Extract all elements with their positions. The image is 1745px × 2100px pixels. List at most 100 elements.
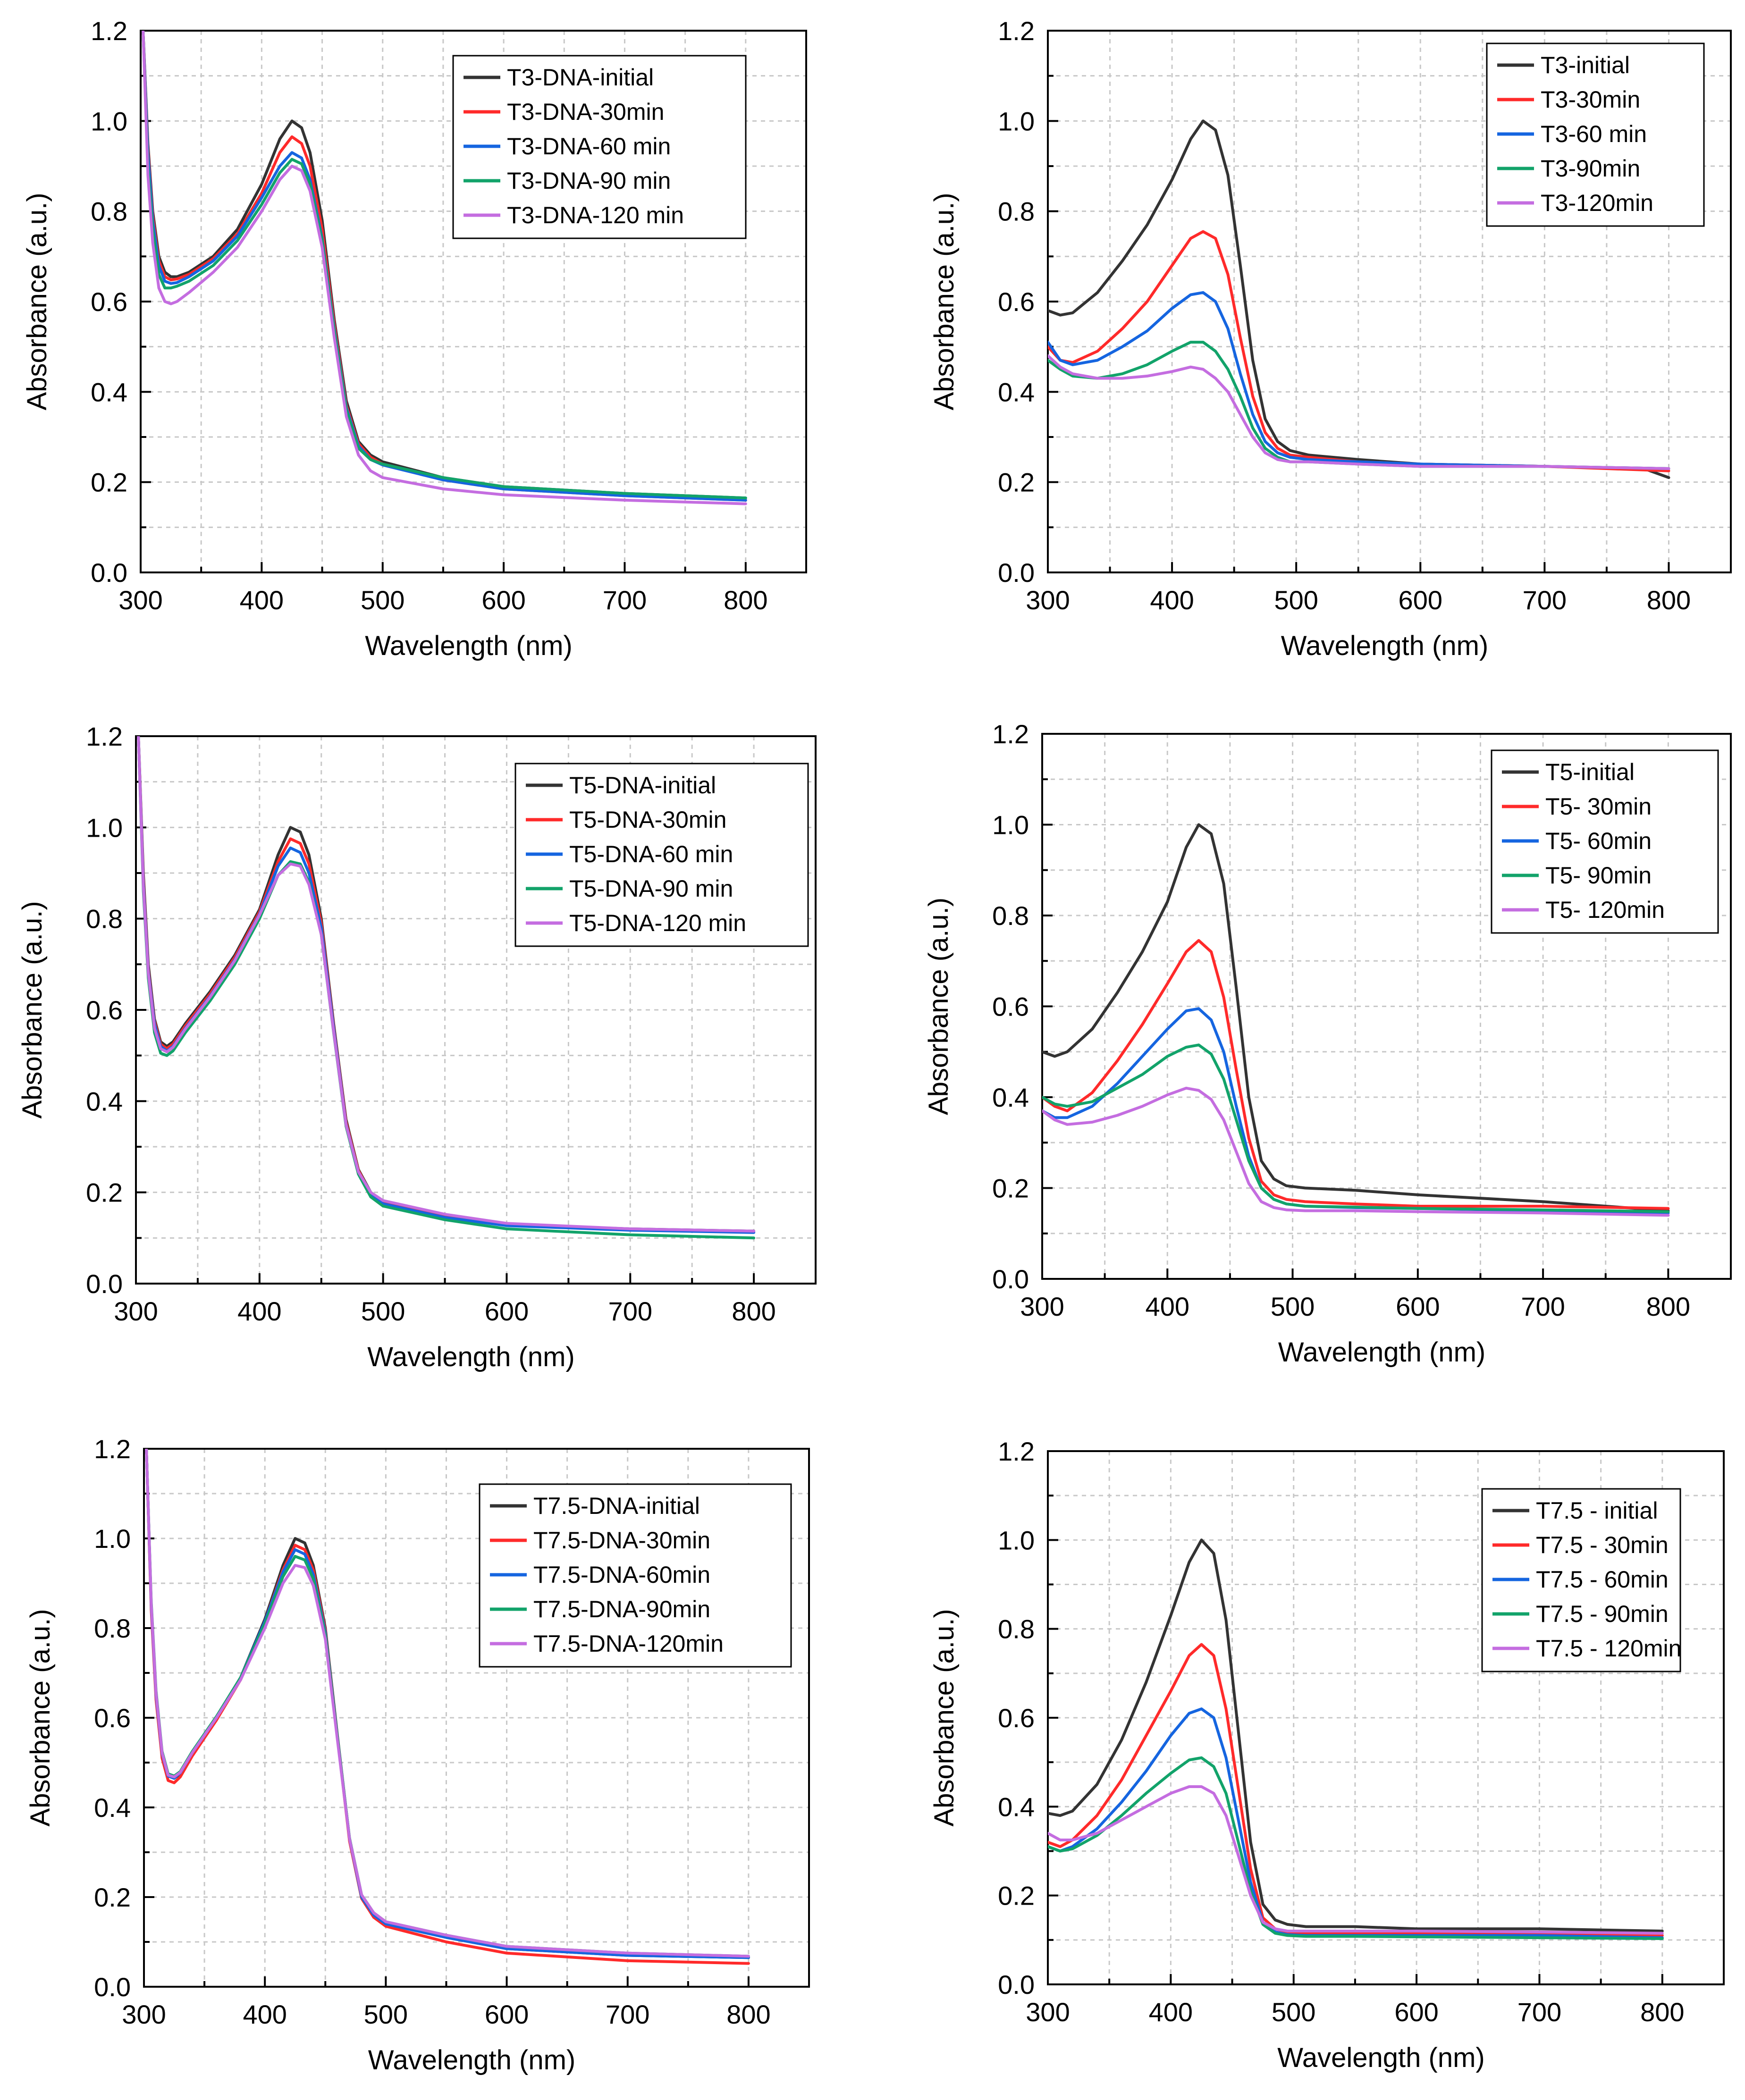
legend-label: T7.5-DNA-30min — [533, 1527, 710, 1554]
x-tick-label: 800 — [1646, 1292, 1690, 1321]
y-tick-label: 0.6 — [86, 995, 123, 1025]
legend-label: T3-120min — [1541, 190, 1653, 216]
chart-panel-3: 300 400 500 600 700 800 0.0 0.2 0.4 0.6 0.8 1.0 1.2 W… — [17, 722, 817, 1372]
legend-label: T7.5 - initial — [1536, 1497, 1658, 1524]
legend-label: T5-initial — [1545, 759, 1635, 785]
legend-label: T7.5-DNA-90min — [533, 1596, 710, 1622]
y-tick-label: 1.2 — [992, 719, 1029, 749]
legend-label: T5-DNA-30min — [569, 806, 726, 833]
y-tick-label: 0.4 — [94, 1793, 131, 1823]
legend-label: T7.5-DNA-120min — [533, 1630, 724, 1657]
x-tick-label: 800 — [1647, 585, 1691, 615]
y-tick-label: 0.8 — [998, 197, 1035, 227]
legend-label: T5-DNA-60 min — [569, 841, 733, 867]
x-tick-label: 800 — [1640, 1997, 1684, 2027]
x-tick-label: 600 — [485, 1296, 529, 1326]
x-axis-title: Wavelength (nm) — [1281, 630, 1488, 661]
x-tick-label: 700 — [608, 1296, 652, 1326]
y-tick-label: 0.4 — [91, 377, 127, 407]
chart-panel-4: 300 400 500 600 700 800 0.0 0.2 0.4 0.6 0.8 1.0 1.2 W… — [923, 719, 1732, 1368]
y-tick-label: 0.0 — [998, 1970, 1035, 1999]
legend-label: T5- 60min — [1545, 828, 1652, 854]
series-line-3 — [1048, 291, 1670, 470]
series-line-2 — [145, 1449, 750, 1965]
y-tick-label: 1.2 — [998, 1436, 1035, 1466]
x-tick-label: 400 — [237, 1296, 281, 1326]
y-tick-label: 0.8 — [86, 904, 123, 934]
x-tick-label: 400 — [1149, 1997, 1193, 2027]
y-axis-title: Absorbance (a.u.) — [923, 898, 954, 1115]
y-tick-label: 1.0 — [992, 810, 1029, 840]
y-tick-label: 0.0 — [86, 1269, 123, 1299]
legend-label: T5-DNA-90 min — [569, 875, 733, 902]
x-tick-label: 600 — [485, 1999, 529, 2029]
y-axis-title: Absorbance (a.u.) — [25, 1609, 56, 1826]
chart-panel-6: 300 400 500 600 700 800 0.0 0.2 0.4 0.6 0.8 1.0 1.2 W… — [929, 1436, 1725, 2073]
series-line-5 — [137, 736, 756, 1233]
x-tick-label: 800 — [726, 1999, 770, 2029]
y-tick-label: 0.4 — [998, 1792, 1035, 1822]
x-axis-title: Wavelength (nm) — [1277, 2042, 1484, 2073]
legend-label: T5- 120min — [1545, 897, 1665, 923]
legend-label: T7.5-DNA-60min — [533, 1562, 710, 1588]
y-tick-label: 0.2 — [998, 1881, 1035, 1911]
x-tick-label: 300 — [114, 1296, 158, 1326]
legend-label: T5- 90min — [1545, 862, 1652, 889]
legend: T3-DNA-initial T3-DNA-30min T3-DNA-60 min T… — [452, 55, 747, 239]
x-tick-label: 400 — [240, 585, 284, 615]
y-tick-label: 1.0 — [91, 106, 127, 136]
x-tick-label: 600 — [1394, 1997, 1438, 2027]
y-axis-title: Absorbance (a.u.) — [929, 193, 960, 410]
x-axis-title: Wavelength (nm) — [367, 1342, 574, 1372]
series-line-4 — [137, 736, 756, 1240]
x-tick-label: 600 — [481, 585, 525, 615]
x-axis-title: Wavelength (nm) — [1278, 1337, 1485, 1368]
series-line-1 — [1048, 1538, 1664, 1932]
legend-label: T7.5 - 120min — [1536, 1635, 1681, 1662]
x-tick-label: 700 — [1523, 585, 1567, 615]
legend-box — [452, 55, 747, 239]
x-tick-label: 500 — [1271, 1292, 1315, 1321]
x-tick-label: 800 — [724, 585, 767, 615]
series-line-5 — [142, 31, 747, 505]
legend-label: T5- 30min — [1545, 793, 1652, 820]
y-tick-label: 0.4 — [86, 1086, 123, 1116]
x-tick-label: 300 — [122, 1999, 166, 2029]
legend: T7.5 - initial T7.5 - 30min T7.5 - 60min T7… — [1481, 1488, 1681, 1672]
y-tick-label: 1.2 — [94, 1434, 131, 1464]
x-axis-title: Wavelength (nm) — [368, 2045, 575, 2075]
legend-label: T5-DNA-120 min — [569, 910, 746, 936]
y-tick-label: 0.2 — [94, 1882, 131, 1912]
legend-label: T7.5-DNA-initial — [533, 1493, 700, 1519]
series-line-5 — [1048, 354, 1670, 470]
y-tick-label: 0.6 — [998, 287, 1035, 317]
y-tick-label: 0.6 — [94, 1703, 131, 1733]
series-line-2 — [1048, 230, 1670, 472]
y-tick-label: 0.6 — [91, 287, 127, 317]
legend-label: T3-DNA-120 min — [507, 202, 684, 228]
series-line-5 — [1048, 1785, 1664, 1935]
legend-label: T3-initial — [1541, 52, 1630, 78]
legend-label: T7.5 - 90min — [1536, 1601, 1669, 1627]
x-tick-label: 500 — [364, 1999, 408, 2029]
y-tick-label: 0.2 — [91, 468, 127, 497]
y-tick-label: 0.0 — [992, 1264, 1029, 1294]
x-tick-label: 300 — [118, 585, 162, 615]
y-tick-label: 1.2 — [998, 16, 1035, 46]
y-tick-label: 0.8 — [998, 1614, 1035, 1644]
legend-box — [514, 763, 809, 947]
legend: T7.5-DNA-initial T7.5-DNA-30min T7.5-DNA-6… — [479, 1483, 792, 1668]
y-tick-label: 0.2 — [998, 468, 1035, 497]
legend: T3-initial T3-30min T3-60 min T3-90min T3-12… — [1486, 42, 1705, 227]
y-tick-label: 0.0 — [94, 1972, 131, 2002]
x-tick-label: 800 — [732, 1296, 776, 1326]
series-line-5 — [145, 1449, 750, 1958]
y-tick-label: 0.0 — [91, 558, 127, 588]
y-tick-label: 1.0 — [94, 1524, 131, 1554]
series-line-1 — [142, 31, 747, 500]
chart-panel-5: 300 400 500 600 700 800 0.0 0.2 0.4 0.6 0.8 1.0 1.2 W… — [25, 1434, 810, 2075]
x-tick-label: 300 — [1026, 1997, 1070, 2027]
legend-label: T7.5 - 30min — [1536, 1532, 1669, 1558]
y-tick-label: 1.2 — [86, 722, 123, 751]
